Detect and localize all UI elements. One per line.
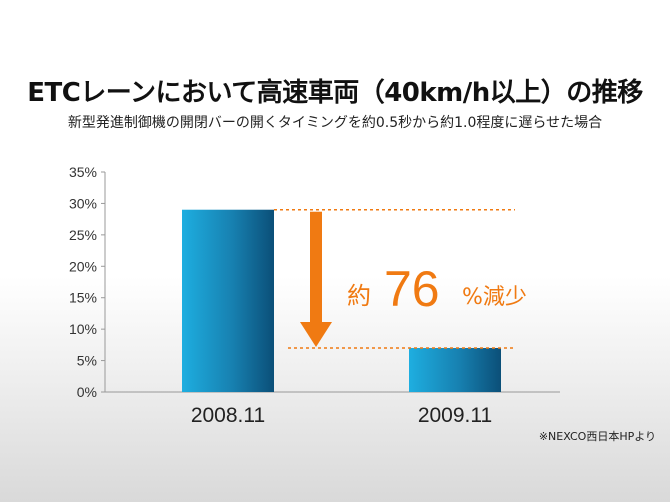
source-note: ※NEXCO西日本HPより	[538, 430, 656, 443]
chart-title: ETCレーンにおいて高速車両（40km/h以上）の推移	[27, 78, 643, 108]
x-tick-label: 2008.11	[191, 404, 265, 427]
y-tick-label: 10%	[69, 321, 97, 337]
y-tick-label: 0%	[77, 384, 97, 400]
annotation-number: 76	[384, 261, 440, 317]
y-tick-label: 20%	[69, 258, 97, 274]
arrow-down-icon	[300, 322, 332, 347]
y-tick-label: 15%	[69, 290, 97, 306]
chart-subtitle: 新型発進制御機の開閉バーの開くタイミングを約0.5秒から約1.0程度に遅らせた場…	[67, 115, 603, 131]
x-tick-label: 2009.11	[418, 404, 492, 427]
annotation-prefix: 約	[347, 282, 371, 310]
bar-2009.11	[409, 348, 501, 392]
y-tick-label: 35%	[69, 164, 97, 180]
bar-2008.11	[182, 209, 274, 392]
arrow-shaft	[310, 211, 322, 324]
y-tick-label: 25%	[69, 227, 97, 243]
y-tick-label: 30%	[69, 195, 97, 211]
y-tick-label: 5%	[77, 353, 97, 369]
annotation-suffix: %減少	[462, 285, 527, 310]
